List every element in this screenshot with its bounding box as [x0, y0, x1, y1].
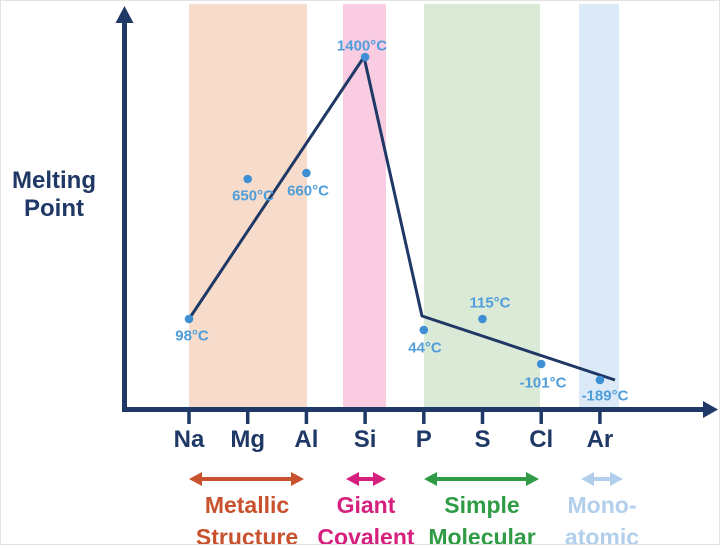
structure-band-mono-atomic [579, 4, 619, 407]
region-arrow-right-head-giant-covalent [373, 472, 386, 486]
data-point-Mg [243, 174, 252, 184]
point-label-P: 44°C [408, 340, 442, 357]
structure-band-simple-molecular [424, 4, 540, 407]
y-axis-line [122, 17, 127, 412]
region-label-line2-mono-atomic: atomic [565, 524, 639, 545]
x-axis-arrowhead [703, 401, 718, 418]
point-label-Ar: -189°C [582, 388, 629, 405]
y-axis-label-line2: Point [24, 195, 84, 222]
region-label-line2-simple-molecular: Molecular [428, 524, 535, 545]
structure-band-metallic-structure [189, 4, 307, 407]
region-arrow-left-head-giant-covalent [346, 472, 359, 486]
region-arrow-right-head-metallic-structure [291, 472, 304, 486]
data-point-P [419, 325, 429, 335]
element-label-P: P [416, 426, 432, 453]
point-label-Mg: 650°C [232, 188, 274, 205]
region-arrow-left-head-mono-atomic [581, 472, 594, 486]
element-label-Cl: Cl [529, 426, 553, 453]
data-point-Al [302, 168, 311, 178]
region-label-line2-metallic-structure: Structure [196, 524, 298, 545]
element-label-Na: Na [174, 426, 205, 453]
data-point-Ar [595, 375, 605, 385]
point-label-Cl: -101°C [520, 375, 567, 392]
region-arrow-right-head-simple-molecular [526, 472, 539, 486]
x-axis-line [122, 407, 705, 412]
y-axis-label: Melting Point [1, 167, 107, 223]
structure-band-giant-covalent [343, 4, 386, 407]
region-label-line1-metallic-structure: Metallic [205, 492, 290, 518]
point-label-Si: 1400°C [337, 38, 387, 55]
trend-line [187, 55, 616, 382]
region-arrow-right-head-mono-atomic [610, 472, 623, 486]
point-label-S: 115°C [469, 295, 510, 312]
point-label-Na: 98°C [175, 328, 209, 345]
element-label-Al: Al [294, 426, 318, 453]
data-point-Na [184, 314, 194, 324]
region-label-line1-simple-molecular: Simple [444, 492, 519, 518]
region-arrow-left-head-metallic-structure [189, 472, 202, 486]
element-label-Si: Si [354, 426, 377, 453]
region-label-line2-giant-covalent: Covalent [317, 524, 414, 545]
element-label-Ar: Ar [587, 426, 614, 453]
element-label-S: S [474, 426, 490, 453]
data-point-S [478, 314, 487, 324]
region-label-line1-mono-atomic: Mono- [568, 492, 637, 518]
point-label-Al: 660°C [287, 183, 329, 200]
region-arrow-left-head-simple-molecular [424, 472, 437, 486]
y-axis-label-line1: Melting [12, 167, 96, 194]
data-point-Si [360, 52, 370, 62]
y-axis-arrowhead [115, 6, 134, 23]
element-label-Mg: Mg [230, 426, 265, 453]
data-point-Cl [536, 359, 546, 369]
region-label-line1-giant-covalent: Giant [337, 492, 396, 518]
